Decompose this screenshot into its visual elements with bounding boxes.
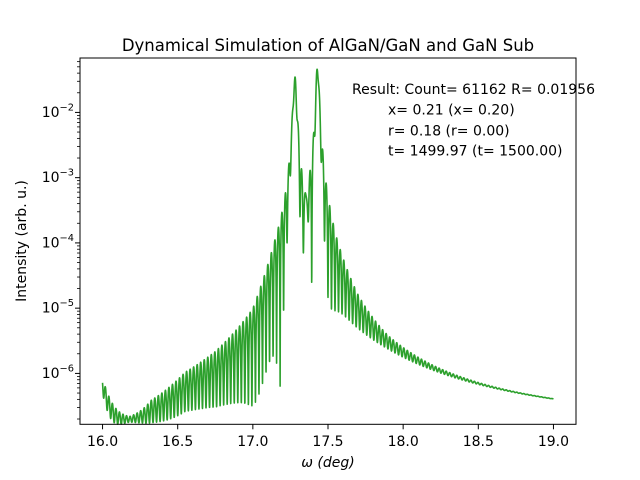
y-tick-label: 10−4	[42, 233, 74, 252]
x-axis-label: ω (deg)	[301, 455, 354, 471]
annotation-line-t: t= 1499.97 (t= 1500.00)	[388, 144, 563, 160]
data-series-line	[101, 68, 555, 425]
y-tick-label: 10−3	[42, 168, 74, 187]
x-tick-label: 16.0	[87, 434, 118, 450]
y-tick-label: 10−2	[42, 102, 74, 121]
annotation-line-r: r= 0.18 (r= 0.00)	[388, 124, 510, 140]
axis-tick-labels: 16.0 16.5 17.0 17.5 18.0 18.5 19.0 10−2 10−3 10−4…	[42, 102, 569, 450]
annotation-line-x: x= 0.21 (x= 0.20)	[388, 103, 515, 119]
x-tick-label: 18.0	[388, 434, 419, 450]
simulation-curve	[101, 68, 555, 425]
x-tick-label: 19.0	[538, 434, 569, 450]
annotation-line-result: Result: Count= 61162 R= 0.01956	[352, 82, 595, 98]
result-annotation: Result: Count= 61162 R= 0.01956 x= 0.21 …	[352, 82, 595, 160]
x-tick-label: 18.5	[463, 434, 494, 450]
axes-frame	[79, 57, 577, 425]
y-tick-label: 10−5	[42, 298, 74, 317]
chart-title: Dynamical Simulation of AlGaN/GaN and Ga…	[122, 36, 534, 55]
x-tick-label: 17.5	[312, 434, 343, 450]
y-axis-label: Intensity (arb. u.)	[14, 180, 30, 302]
x-tick-label: 16.5	[162, 434, 193, 450]
x-tick-label: 17.0	[237, 434, 268, 450]
y-tick-label: 10−6	[42, 363, 74, 382]
